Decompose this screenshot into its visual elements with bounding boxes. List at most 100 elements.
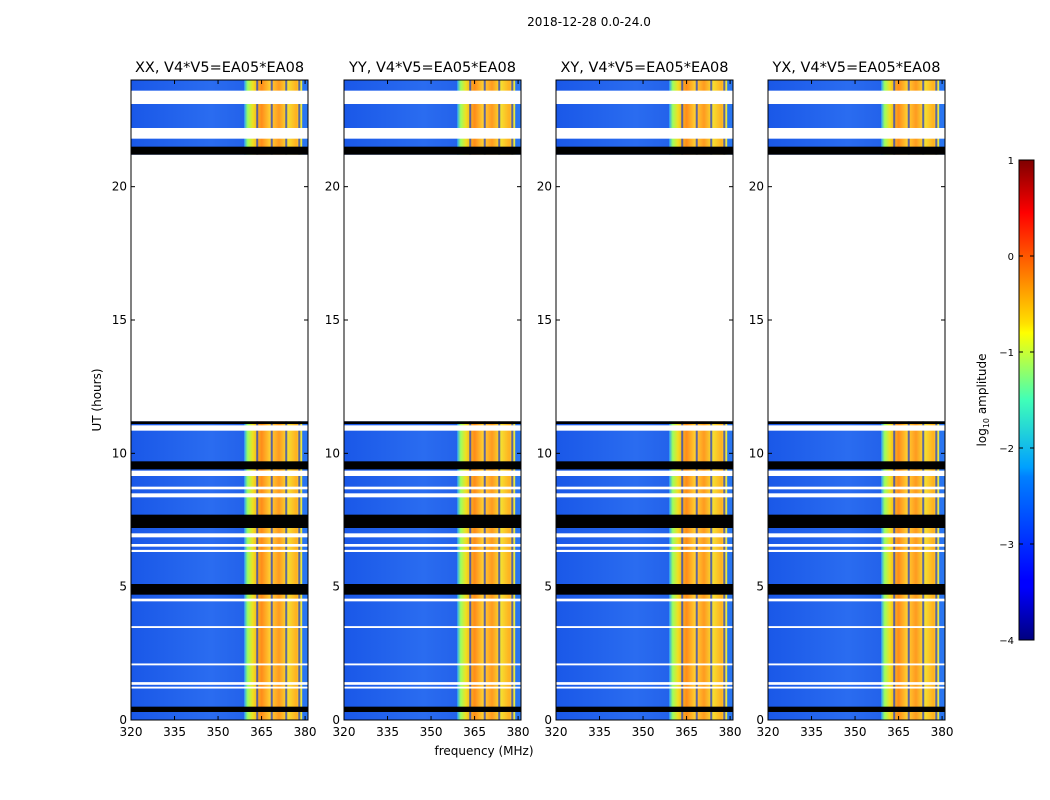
- flagged-row: [768, 584, 945, 595]
- blank-row: [344, 682, 521, 685]
- flagged-row: [768, 146, 945, 155]
- flagged-row: [768, 514, 945, 528]
- blank-row: [556, 682, 733, 685]
- blank-row: [768, 549, 945, 552]
- flagged-row: [344, 584, 521, 595]
- panel-yx: YX, V4*V5=EA05*EA08 320 335 350 365 380 0 5 10 15…: [749, 60, 954, 739]
- blank-row: [768, 533, 945, 538]
- blank-row: [556, 549, 733, 552]
- panel-xy: XY, V4*V5=EA05*EA08 320 335 350 365 380 0 5 10 15…: [537, 60, 742, 739]
- panel-frame: [130, 79, 309, 721]
- y-tick-label: 20: [749, 180, 764, 194]
- blank-row: [131, 470, 308, 476]
- flagged-row: [556, 514, 733, 528]
- blank-row: [556, 533, 733, 538]
- blank-row: [344, 493, 521, 498]
- blank-row: [768, 663, 945, 666]
- y-axis-label: UT (hours): [90, 368, 104, 431]
- y-tick-label: 15: [749, 313, 764, 327]
- blank-row: [768, 470, 945, 476]
- panel-title: XY, V4*V5=EA05*EA08: [560, 60, 728, 76]
- blank-row: [344, 90, 521, 104]
- flagged-row: [344, 421, 521, 424]
- y-tick-label: 5: [119, 580, 127, 594]
- x-tick-label: 365: [675, 725, 698, 739]
- flagged-row: [556, 706, 733, 712]
- blank-row: [556, 686, 733, 689]
- x-tick-label: 335: [800, 725, 823, 739]
- panel-frame: [343, 79, 522, 721]
- flagged-row: [556, 461, 733, 470]
- y-tick-label: 5: [544, 580, 552, 594]
- colorbar-tick-label: 1: [1008, 156, 1014, 167]
- blank-row: [344, 626, 521, 628]
- panel-frame: [555, 79, 734, 721]
- blank-row: [131, 549, 308, 552]
- blank-row: [768, 544, 945, 547]
- blank-row: [131, 626, 308, 628]
- colorbar-label-log: log: [975, 428, 989, 446]
- blank-row: [344, 663, 521, 666]
- blank-row: [768, 598, 945, 602]
- blank-row: [344, 533, 521, 538]
- flagged-row: [556, 584, 733, 595]
- y-tick-label: 15: [112, 313, 127, 327]
- blank-row: [131, 544, 308, 547]
- channel-gap: [511, 421, 514, 720]
- panels-group: XX, V4*V5=EA05*EA08 320 335 350 365 380 0 5 10 15…: [112, 60, 954, 739]
- blank-row: [556, 425, 733, 431]
- blank-row: [556, 493, 733, 498]
- blank-row: [556, 544, 733, 547]
- x-tick-label: 380: [507, 725, 530, 739]
- flagged-row: [556, 421, 733, 424]
- channel-gap: [681, 421, 684, 720]
- blank-row: [556, 663, 733, 666]
- channel-gap: [285, 80, 288, 155]
- y-tick-label: 20: [537, 180, 552, 194]
- panel-yy: YY, V4*V5=EA05*EA08 320 335 350 365 380 0 5 10 15…: [325, 60, 530, 739]
- flagged-row: [768, 461, 945, 470]
- colorbar-tick-label: −2: [999, 444, 1014, 455]
- blank-row: [768, 686, 945, 689]
- flagged-row: [131, 706, 308, 712]
- x-tick-label: 335: [376, 725, 399, 739]
- channel-gap: [681, 80, 684, 155]
- channel-gap: [285, 421, 288, 720]
- blank-row: [556, 90, 733, 104]
- channel-gap: [298, 80, 301, 155]
- x-tick-label: 380: [719, 725, 742, 739]
- y-tick-label: 15: [537, 313, 552, 327]
- blank-row: [131, 425, 308, 431]
- x-tick-label: 320: [120, 725, 143, 739]
- blank-row: [768, 128, 945, 139]
- flagged-row: [344, 514, 521, 528]
- colorbar-gradient: [1018, 159, 1035, 641]
- channel-gap: [469, 80, 472, 155]
- x-tick-label: 320: [333, 725, 356, 739]
- flagged-row: [131, 461, 308, 470]
- x-tick-label: 320: [757, 725, 780, 739]
- x-tick-label: 365: [887, 725, 910, 739]
- channel-gap: [922, 421, 925, 720]
- channel-gap: [710, 421, 713, 720]
- blank-row: [131, 598, 308, 602]
- x-tick-label: 380: [294, 725, 317, 739]
- channel-gap: [710, 80, 713, 155]
- channel-gap: [511, 80, 514, 155]
- x-tick-label: 365: [463, 725, 486, 739]
- blank-row: [768, 486, 945, 490]
- y-tick-label: 10: [749, 446, 764, 460]
- y-tick-label: 5: [332, 580, 340, 594]
- channel-gap: [695, 421, 698, 720]
- channel-gap: [723, 80, 726, 155]
- channel-gap: [270, 421, 273, 720]
- y-tick-label: 20: [325, 180, 340, 194]
- blank-row: [131, 663, 308, 666]
- blank-row: [768, 682, 945, 685]
- channel-gap: [469, 421, 472, 720]
- blank-row: [344, 486, 521, 490]
- blank-row: [344, 544, 521, 547]
- panel-frame: [767, 79, 946, 721]
- channel-gap: [483, 80, 486, 155]
